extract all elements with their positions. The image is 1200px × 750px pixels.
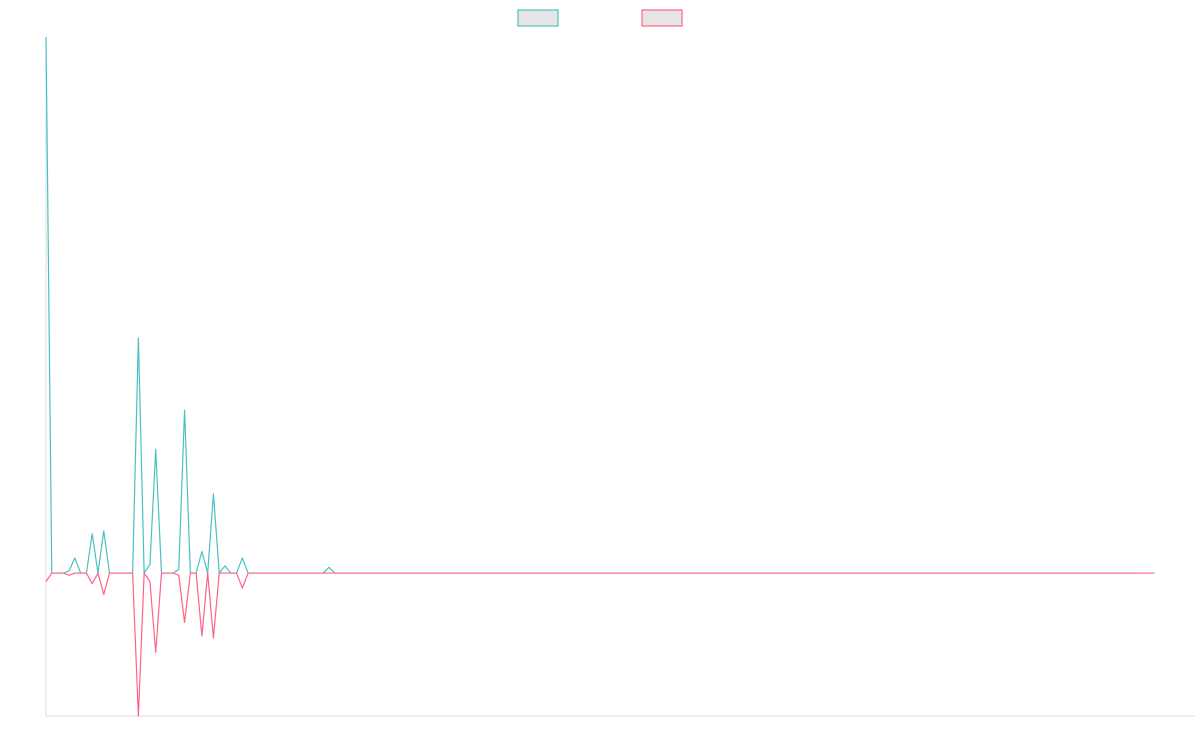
legend-swatch-2[interactable] — [641, 9, 683, 27]
series-layer — [45, 36, 1155, 717]
series-line-1 — [45, 36, 1138, 574]
legend — [517, 9, 683, 27]
series-line-2 — [45, 572, 1155, 717]
axes — [45, 37, 1195, 717]
legend-swatch-1[interactable] — [517, 9, 559, 27]
